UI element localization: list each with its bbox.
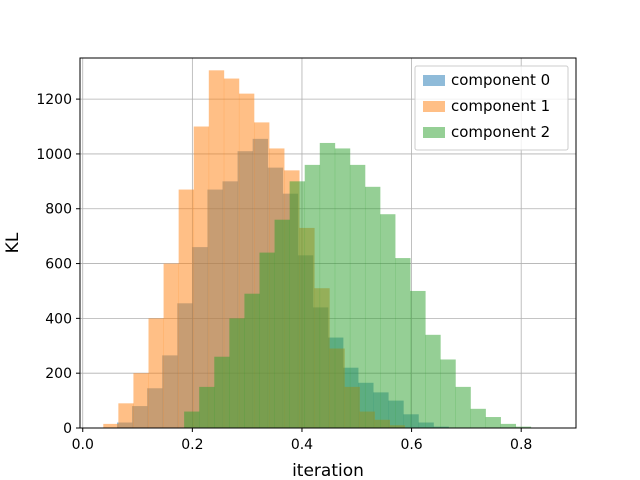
- histogram-bar: [133, 373, 149, 428]
- histogram-bar: [214, 356, 230, 428]
- histogram-bar: [118, 403, 134, 428]
- x-tick-label: 0.6: [400, 437, 422, 453]
- x-tick-label: 0.2: [181, 437, 203, 453]
- histogram-bar: [193, 126, 210, 428]
- histogram-bar: [184, 411, 200, 428]
- histogram-bar: [199, 386, 215, 428]
- histogram-bar: [319, 142, 336, 429]
- histogram-bar: [244, 293, 260, 428]
- legend-swatch-2: [423, 127, 445, 138]
- histogram-bar: [470, 408, 486, 428]
- histogram-bar: [515, 426, 532, 428]
- x-tick-label: 0.0: [72, 437, 94, 453]
- histogram-bar: [395, 258, 411, 428]
- legend-swatch-0: [423, 75, 445, 86]
- histogram-bar: [304, 164, 321, 428]
- y-tick-label: 1200: [36, 92, 72, 108]
- histogram-bar: [229, 318, 245, 428]
- histogram-bar: [440, 359, 456, 428]
- series-2-bars: [184, 142, 532, 429]
- legend-label-2: component 2: [451, 123, 550, 141]
- histogram-bar: [455, 386, 471, 428]
- y-tick-label: 400: [45, 311, 72, 327]
- legend-label-0: component 0: [451, 71, 550, 89]
- x-tick-label: 0.4: [291, 437, 313, 453]
- y-tick-label: 0: [63, 421, 72, 437]
- histogram-bar: [208, 70, 225, 428]
- y-tick-label: 1000: [36, 147, 72, 163]
- histogram-bar: [349, 164, 366, 428]
- histogram-bar: [425, 334, 441, 428]
- histogram-bar: [259, 252, 275, 428]
- legend: component 0 component 1 component 2: [414, 65, 569, 151]
- histogram-bars: [103, 70, 532, 429]
- histogram-bar: [274, 219, 290, 428]
- y-axis-label: KL: [3, 232, 23, 253]
- histogram-bar: [500, 423, 517, 428]
- plot-frame: [79, 57, 577, 429]
- histogram-bar: [148, 318, 164, 428]
- histogram-bar: [334, 148, 351, 428]
- histogram-bar: [103, 423, 119, 428]
- y-tick-label: 600: [45, 257, 72, 273]
- histogram-bar: [289, 181, 306, 428]
- histogram-bar: [163, 263, 179, 428]
- histogram-bar: [178, 189, 195, 428]
- histogram-bar: [364, 186, 381, 428]
- legend-box: [414, 65, 569, 151]
- x-tick-label: 0.8: [510, 437, 532, 453]
- histogram-bar: [380, 214, 396, 428]
- y-tick-label: 800: [45, 202, 72, 218]
- legend-swatch-1: [423, 101, 445, 112]
- y-tick-label: 200: [45, 366, 72, 382]
- x-axis-label: iteration: [292, 461, 364, 480]
- histogram-bar: [410, 290, 426, 428]
- axis-ticks: 0.0 0.2 0.4 0.6 0.8 0 200 400 600 800 1000 1200: [36, 92, 532, 453]
- histogram-bar: [485, 417, 501, 428]
- legend-label-1: component 1: [451, 97, 550, 115]
